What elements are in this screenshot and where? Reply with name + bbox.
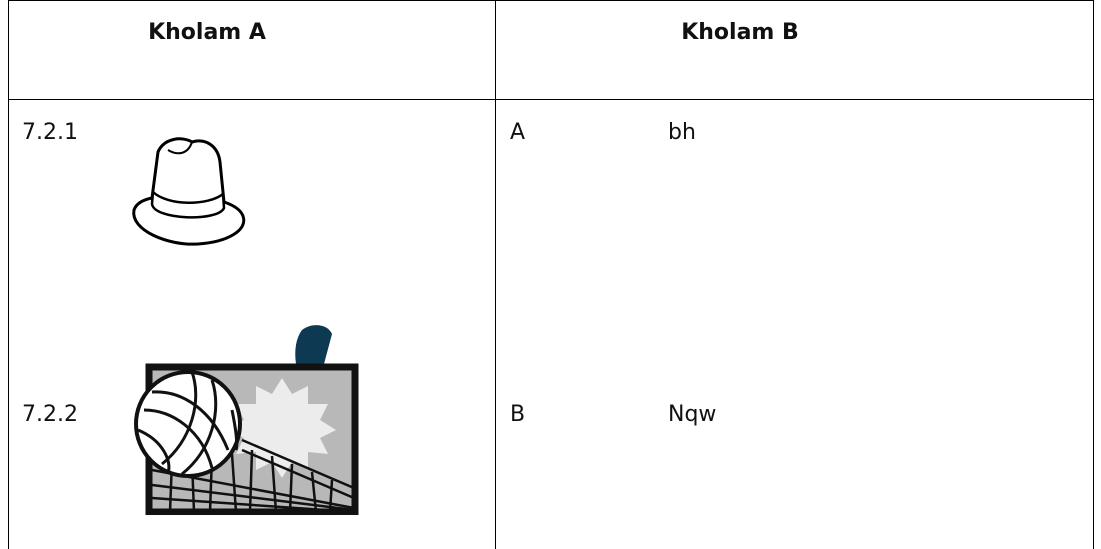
option-letter: B <box>510 402 526 427</box>
volleyball-image <box>134 325 359 515</box>
table-border-right <box>1093 0 1094 549</box>
table-border-mid <box>8 99 1094 100</box>
item-number: 7.2.1 <box>22 120 78 145</box>
option-text: bh <box>668 120 696 145</box>
hat-image <box>132 137 246 246</box>
table-border-center <box>495 0 496 549</box>
table-border-left <box>8 0 9 549</box>
header-cell: Kholam B <box>681 20 799 45</box>
item-number: 7.2.2 <box>22 402 78 427</box>
header-cell: Kholam A <box>148 20 266 45</box>
option-text: Nqw <box>668 402 717 427</box>
option-letter: A <box>510 120 526 145</box>
table-border-top <box>8 0 1094 1</box>
